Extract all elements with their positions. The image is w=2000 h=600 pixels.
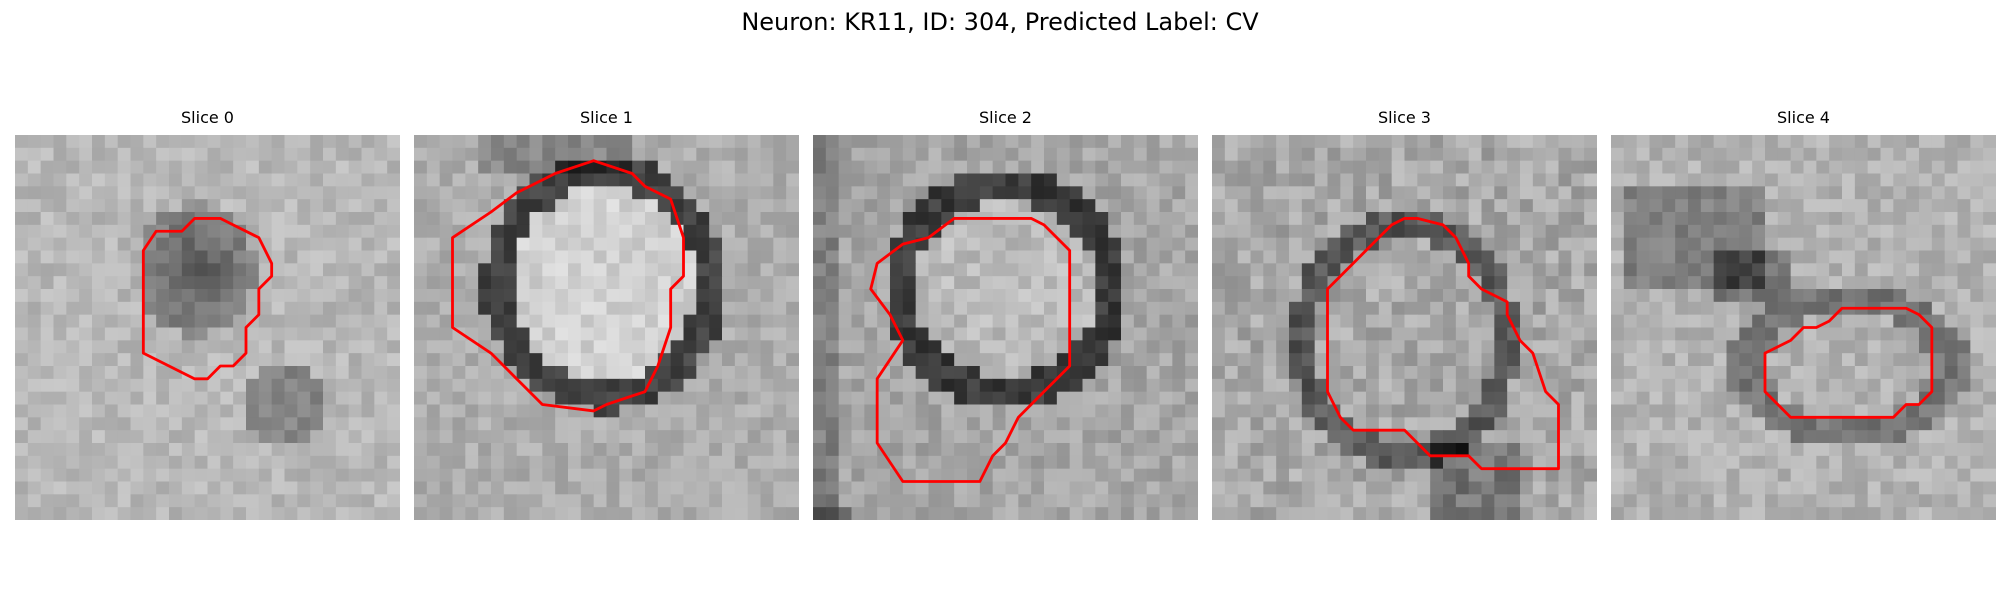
segmentation-contour [1326, 217, 1560, 471]
segmentation-contour [869, 217, 1072, 483]
panel-title: Slice 3 [1378, 108, 1431, 127]
slice-image [813, 135, 1198, 520]
slice-image [414, 135, 799, 520]
panel-title: Slice 1 [580, 108, 633, 127]
segmentation-contour [1763, 306, 1934, 419]
slice-image [1611, 135, 1996, 520]
segmentation-contour [451, 159, 685, 413]
slice-image [15, 135, 400, 520]
panel-title: Slice 2 [979, 108, 1032, 127]
panel-slice-1: Slice 1 [414, 108, 799, 528]
panel-slice-0: Slice 0 [15, 108, 400, 528]
panel-title: Slice 0 [181, 108, 234, 127]
panel-slice-4: Slice 4 [1611, 108, 1996, 528]
slice-image [1212, 135, 1597, 520]
panel-title: Slice 4 [1777, 108, 1830, 127]
figure-title: Neuron: KR11, ID: 304, Predicted Label: … [741, 8, 1259, 36]
panel-slice-3: Slice 3 [1212, 108, 1597, 528]
segmentation-contour [141, 217, 274, 381]
panel-slice-2: Slice 2 [813, 108, 1198, 528]
